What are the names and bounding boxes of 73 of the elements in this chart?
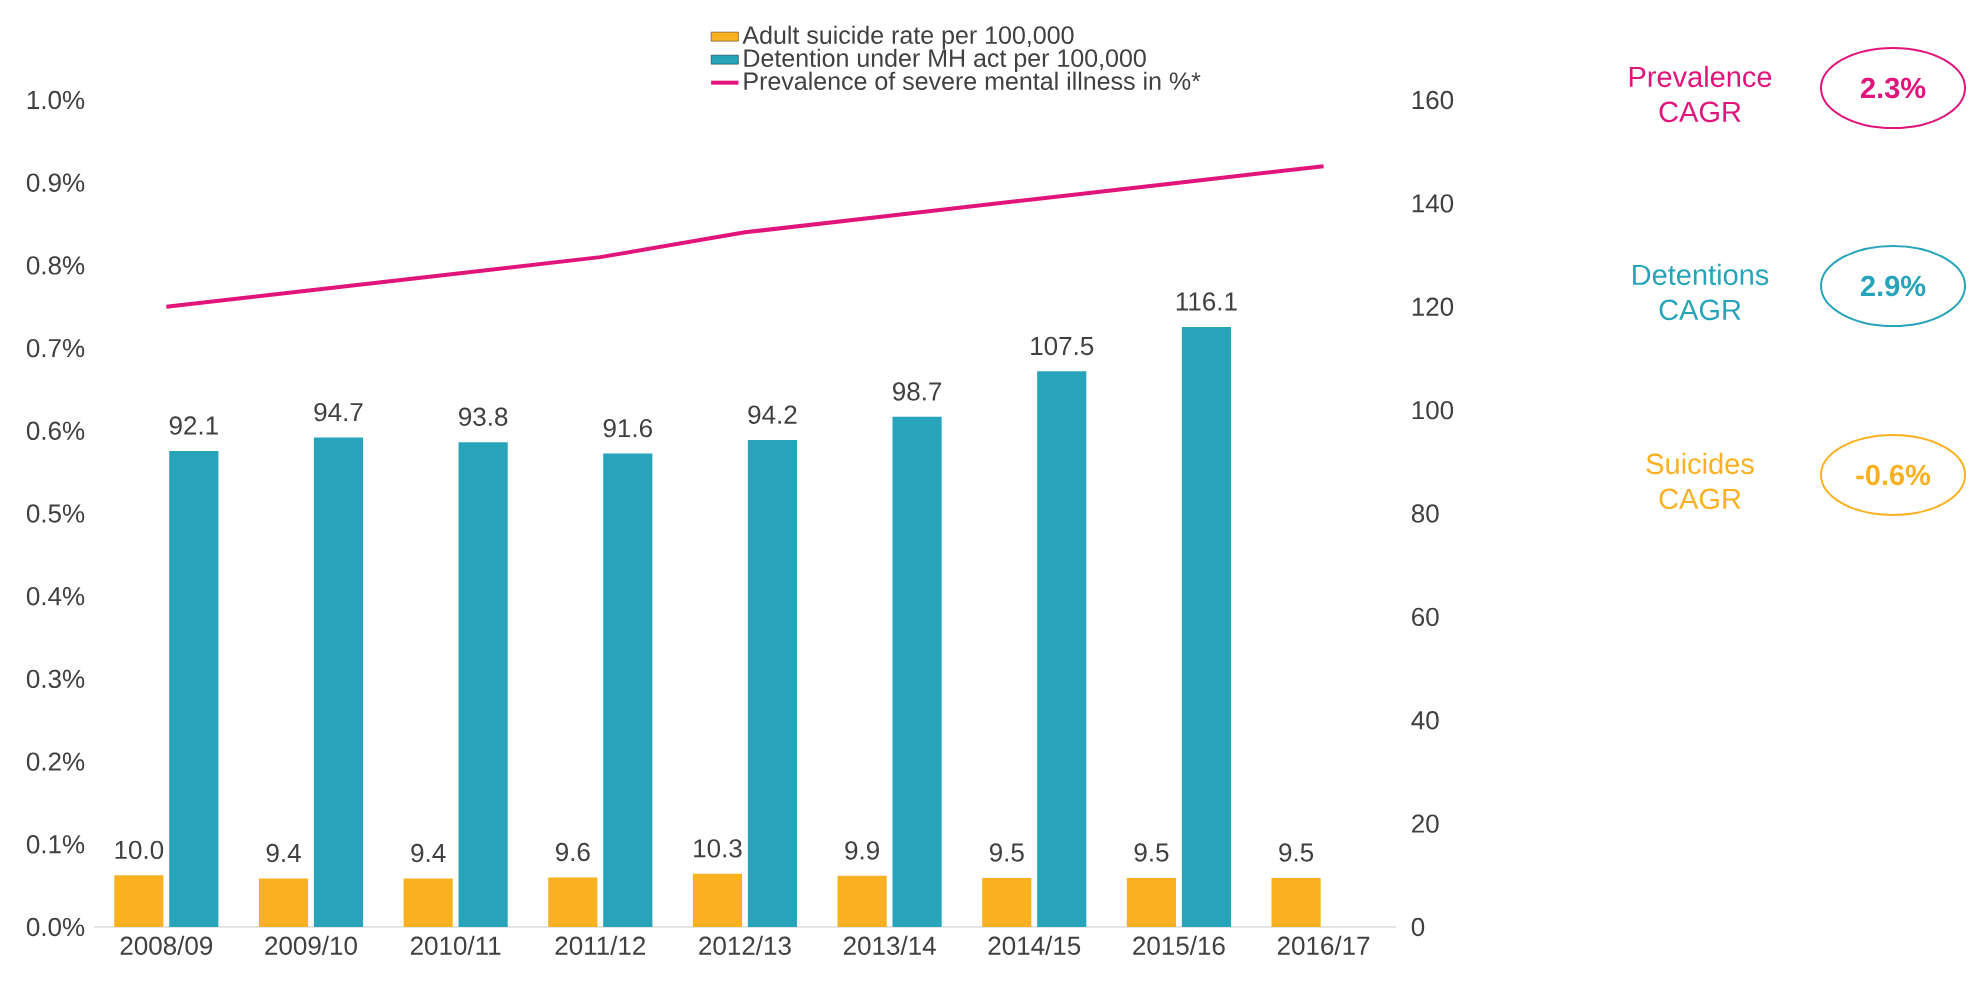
- bar: [403, 878, 453, 927]
- data-label: 93.8: [459, 407, 508, 426]
- x-tick-label: 2011/12: [555, 935, 646, 955]
- y-tick-label: 0.1%: [26, 835, 85, 854]
- y-tick-label: 0.3%: [26, 669, 85, 689]
- text: Detentions CAGR: [1633, 263, 1769, 321]
- text: Prevalence CAGR: [1629, 65, 1772, 123]
- x-tick-label: 2015/16: [1133, 935, 1225, 955]
- text: 2.3%: [1860, 77, 1926, 99]
- y2-tick-label: 160: [1412, 90, 1454, 110]
- y-tick-label: 0.7%: [26, 338, 85, 358]
- data-label: 9.6: [555, 842, 590, 862]
- x-tick-label: 2009/10: [265, 935, 357, 955]
- data-label: 107.5: [1031, 336, 1094, 356]
- x-tick-label: 2012/13: [699, 935, 791, 955]
- bar: [747, 440, 798, 927]
- bar: [169, 450, 219, 927]
- bar: [548, 877, 598, 927]
- y2-tick-label: 80: [1411, 504, 1439, 523]
- bar: [114, 875, 164, 927]
- y-tick-label: 0.2%: [26, 752, 85, 771]
- data-label: 9.4: [266, 843, 301, 863]
- bar: [258, 878, 309, 927]
- data-label: 98.7: [893, 382, 942, 401]
- y2-tick-label: 100: [1412, 400, 1454, 420]
- bar: [982, 877, 1032, 927]
- data-label: 10.0: [115, 840, 164, 860]
- data-label: 9.9: [845, 841, 879, 860]
- x-tick-label: 2008/09: [120, 935, 213, 955]
- data-label: 92.1: [169, 416, 218, 435]
- text: -0.6%: [1856, 464, 1931, 486]
- y-tick-label: 0.4%: [26, 586, 85, 606]
- data-label: 9.5: [989, 843, 1024, 862]
- text: 2.9%: [1860, 275, 1926, 297]
- data-label: 94.2: [748, 405, 797, 424]
- legend-label: Detention under MH act per 100,000: [744, 48, 1146, 72]
- y-tick-label: 0.5%: [26, 504, 85, 523]
- bar: [313, 437, 364, 927]
- y-tick-label: 0.9%: [26, 173, 85, 192]
- x-tick-label: 2010/11: [410, 935, 501, 955]
- bar: [837, 875, 887, 927]
- data-label: 9.5: [1134, 843, 1169, 862]
- bar: [692, 873, 743, 927]
- y-tick-label: 0.6%: [26, 421, 85, 440]
- y2-tick-label: 140: [1412, 194, 1454, 213]
- y-tick-label: 0.8%: [26, 256, 85, 275]
- x-tick-label: 2013/14: [843, 935, 936, 955]
- bar: [603, 453, 653, 927]
- y2-tick-label: 0: [1411, 917, 1425, 937]
- text: Suicides CAGR: [1646, 452, 1754, 510]
- bar: [892, 416, 942, 927]
- bar: [1271, 877, 1321, 927]
- data-label: 10.3: [694, 839, 742, 858]
- data-label: 116.1: [1176, 292, 1237, 311]
- data-label: 91.6: [603, 418, 652, 438]
- data-label: 9.5: [1279, 843, 1314, 862]
- bar: [458, 442, 508, 927]
- line-series: [164, 164, 1326, 309]
- y2-tick-label: 120: [1412, 297, 1454, 316]
- legend-label: Prevalence of severe mental illness in %*: [744, 71, 1201, 91]
- x-tick-label: 2014/15: [988, 935, 1081, 955]
- y2-tick-label: 60: [1412, 607, 1439, 627]
- bar: [1181, 326, 1231, 927]
- legend-label: Adult suicide rate per 100,000: [742, 25, 1074, 49]
- x-tick-label: 2016/17: [1277, 935, 1370, 955]
- data-label: 94.7: [314, 402, 363, 422]
- y2-tick-label: 20: [1412, 814, 1439, 833]
- bar: [1037, 371, 1087, 927]
- y-tick-label: 1.0%: [27, 90, 85, 110]
- bar: [1126, 877, 1177, 927]
- data-label: 9.4: [411, 843, 446, 863]
- y-tick-label: 0.0%: [26, 917, 85, 937]
- y2-tick-label: 40: [1411, 711, 1439, 730]
